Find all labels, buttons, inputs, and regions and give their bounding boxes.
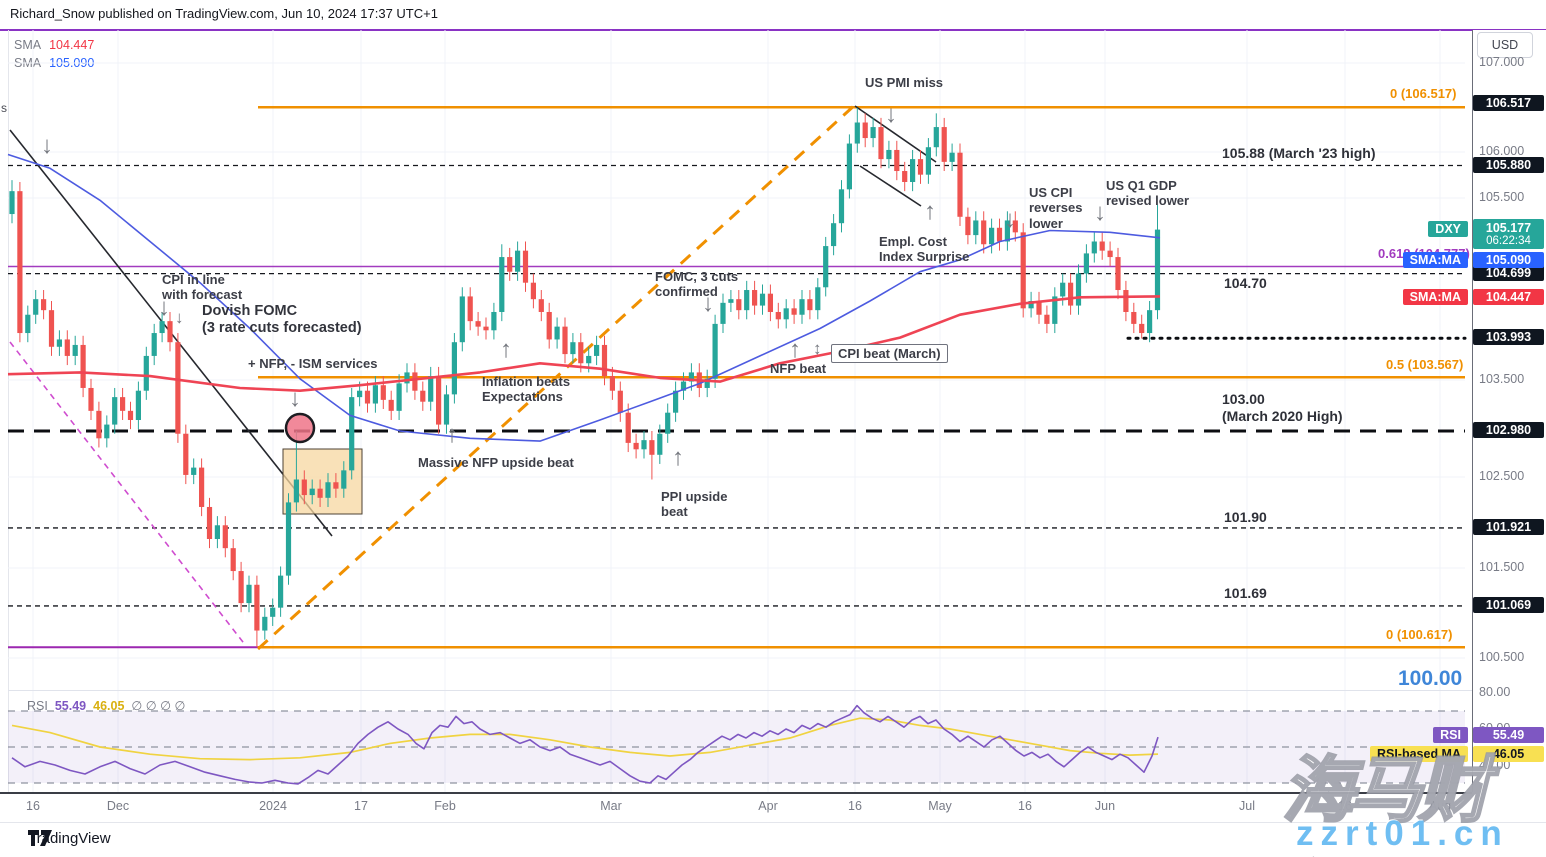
annotation-arrow: ↓ bbox=[158, 294, 170, 321]
note-fomc-3cuts: FOMC, 3 cuts confirmed bbox=[655, 269, 739, 300]
rsi-legend[interactable]: RSI 55.49 46.05 ∅ ∅ ∅ ∅ bbox=[27, 698, 192, 713]
time-axis-border bbox=[0, 792, 1472, 794]
annotation-arrow: ↑ bbox=[446, 421, 458, 448]
note-us-q1-gdp: US Q1 GDP revised lower bbox=[1106, 178, 1190, 209]
level-101-69: 101.69 bbox=[1224, 585, 1267, 601]
rsi-hidden-values: ∅ ∅ ∅ ∅ bbox=[131, 699, 186, 713]
annotation-arrow: ↓ bbox=[175, 308, 184, 327]
price-level-badge: 104.699 bbox=[1473, 265, 1544, 281]
price-level-badge: 102.980 bbox=[1473, 422, 1544, 438]
rsi-value-badge: 55.49 bbox=[1473, 727, 1544, 743]
annotation-arrow: ↓ bbox=[885, 101, 897, 128]
rsi-legend-label: RSI bbox=[27, 699, 48, 713]
time-axis-label: Dec bbox=[106, 799, 130, 813]
price-tick: 103.500 bbox=[1479, 372, 1525, 386]
price-level-badge: 101.069 bbox=[1473, 597, 1544, 613]
sma-value-badge: 105.090 bbox=[1473, 252, 1544, 268]
annotation-arrow: ↓ bbox=[1004, 206, 1016, 233]
annotation-arrow: ↑ bbox=[924, 198, 936, 225]
footer-divider bbox=[0, 822, 1546, 823]
level-105-88: 105.88 (March '23 high) bbox=[1222, 145, 1376, 161]
time-axis-label: Aug bbox=[1428, 799, 1452, 813]
currency-unit-button[interactable]: USD bbox=[1477, 32, 1533, 58]
annotation-arrow: ↓ bbox=[41, 132, 53, 159]
price-level-badge: 101.921 bbox=[1473, 519, 1544, 535]
time-axis-label: 16 bbox=[1018, 799, 1032, 813]
sma-label-badge: SMA:MA bbox=[1402, 289, 1468, 305]
price-tick: 80.00 bbox=[1479, 685, 1511, 699]
level-101-90: 101.90 bbox=[1224, 509, 1267, 525]
annotation-arrow: ↑ bbox=[672, 444, 684, 471]
level-104-70: 104.70 bbox=[1224, 275, 1267, 291]
watermark-cjk: 海马财经 bbox=[1281, 750, 1492, 857]
price-level-badge: 106.517 bbox=[1473, 95, 1544, 111]
annotation-arrow: ↓ bbox=[289, 385, 301, 412]
dxy-price-badge: 105.177 06:22:34 bbox=[1473, 219, 1544, 249]
time-axis-label: 17 bbox=[354, 799, 368, 813]
price-tick: 107.000 bbox=[1479, 55, 1525, 69]
time-axis-label: 16 bbox=[848, 799, 862, 813]
sma-value-badge: 104.447 bbox=[1473, 289, 1544, 305]
time-axis-label: Jul bbox=[1239, 799, 1255, 813]
dxy-symbol-badge: DXY bbox=[1428, 221, 1468, 237]
fib-0-bottom: 0 (100.617) bbox=[1386, 627, 1453, 642]
price-tick: 105.500 bbox=[1479, 190, 1525, 204]
time-axis-label: 16 bbox=[1338, 799, 1352, 813]
time-axis-label: 2024 bbox=[259, 799, 287, 813]
note-inflation-beats: Inflation beats Expectations bbox=[482, 374, 571, 405]
price-tick: 102.500 bbox=[1479, 469, 1525, 483]
note-nfp-beat: NFP beat bbox=[770, 361, 827, 376]
price-tick: 100.500 bbox=[1479, 650, 1525, 664]
watermark-url: zzrt01.cn bbox=[1296, 814, 1509, 853]
rsi-label-badge: RSI-based MA bbox=[1369, 746, 1468, 762]
fib-0-top: 0 (106.517) bbox=[1390, 86, 1457, 101]
chart-left-border bbox=[8, 30, 9, 792]
note-dovish-fomc: Dovish FOMC (3 rate cuts forecasted) bbox=[202, 303, 362, 337]
note-ppi-upside: PPI upside beat bbox=[661, 489, 728, 520]
time-axis-label: Mar bbox=[600, 799, 622, 813]
clipped-left-text: s bbox=[1, 101, 7, 115]
price-level-badge: 105.880 bbox=[1473, 157, 1544, 173]
level-103-00: 103.00 (March 2020 High) bbox=[1222, 391, 1343, 424]
round-level-label: 100.00 bbox=[1398, 667, 1463, 690]
annotation-arrow: ↓ bbox=[1094, 199, 1106, 226]
rsi-label-badge: RSI bbox=[1433, 727, 1468, 743]
note-massive-nfp: Massive NFP upside beat bbox=[418, 455, 574, 470]
publication-header: Richard_Snow published on TradingView.co… bbox=[10, 6, 438, 21]
note-nfp-ism: + NFP, - ISM services bbox=[248, 356, 378, 371]
tradingview-logo-icon bbox=[28, 830, 52, 846]
time-axis-label: Apr bbox=[758, 799, 778, 813]
time-axis-label: Feb bbox=[434, 799, 456, 813]
annotation-arrow: ↑ bbox=[789, 336, 801, 363]
pane-divider[interactable] bbox=[8, 690, 1472, 691]
note-cpi-in-line: CPI in line with forecast bbox=[162, 272, 243, 303]
time-axis-label: May bbox=[928, 799, 952, 813]
time-axis-label: 16 bbox=[26, 799, 40, 813]
annotation-arrow: ↑ bbox=[500, 336, 512, 363]
sma-legend-row: SMA 104.447 bbox=[14, 38, 95, 52]
tradingview-logo[interactable]: TradingView bbox=[28, 830, 111, 847]
rsi-value: 55.49 bbox=[54, 699, 87, 713]
price-tick: 106.000 bbox=[1479, 144, 1525, 158]
note-cpi-beat-march: CPI beat (March) bbox=[831, 344, 948, 364]
price-tick: 101.500 bbox=[1479, 560, 1525, 574]
rsi-value-badge: 46.05 bbox=[1473, 746, 1544, 762]
rsi-ma-value: 46.05 bbox=[93, 699, 125, 713]
price-level-badge: 103.993 bbox=[1473, 329, 1544, 345]
note-us-pmi-miss: US PMI miss bbox=[865, 75, 944, 90]
fib-05: 0.5 (103.567) bbox=[1386, 357, 1464, 372]
top-accent-divider bbox=[0, 29, 1546, 31]
note-empl-cost: Empl. Cost Index Surprise bbox=[879, 234, 970, 265]
sma-label-badge: SMA:MA bbox=[1402, 252, 1468, 268]
note-us-cpi-reverses: US CPI reverses lower bbox=[1029, 185, 1083, 231]
annotation-arrow: ↕ bbox=[813, 339, 822, 358]
annotation-arrow: ↓ bbox=[702, 290, 714, 317]
time-axis-label: Jun bbox=[1094, 799, 1116, 813]
